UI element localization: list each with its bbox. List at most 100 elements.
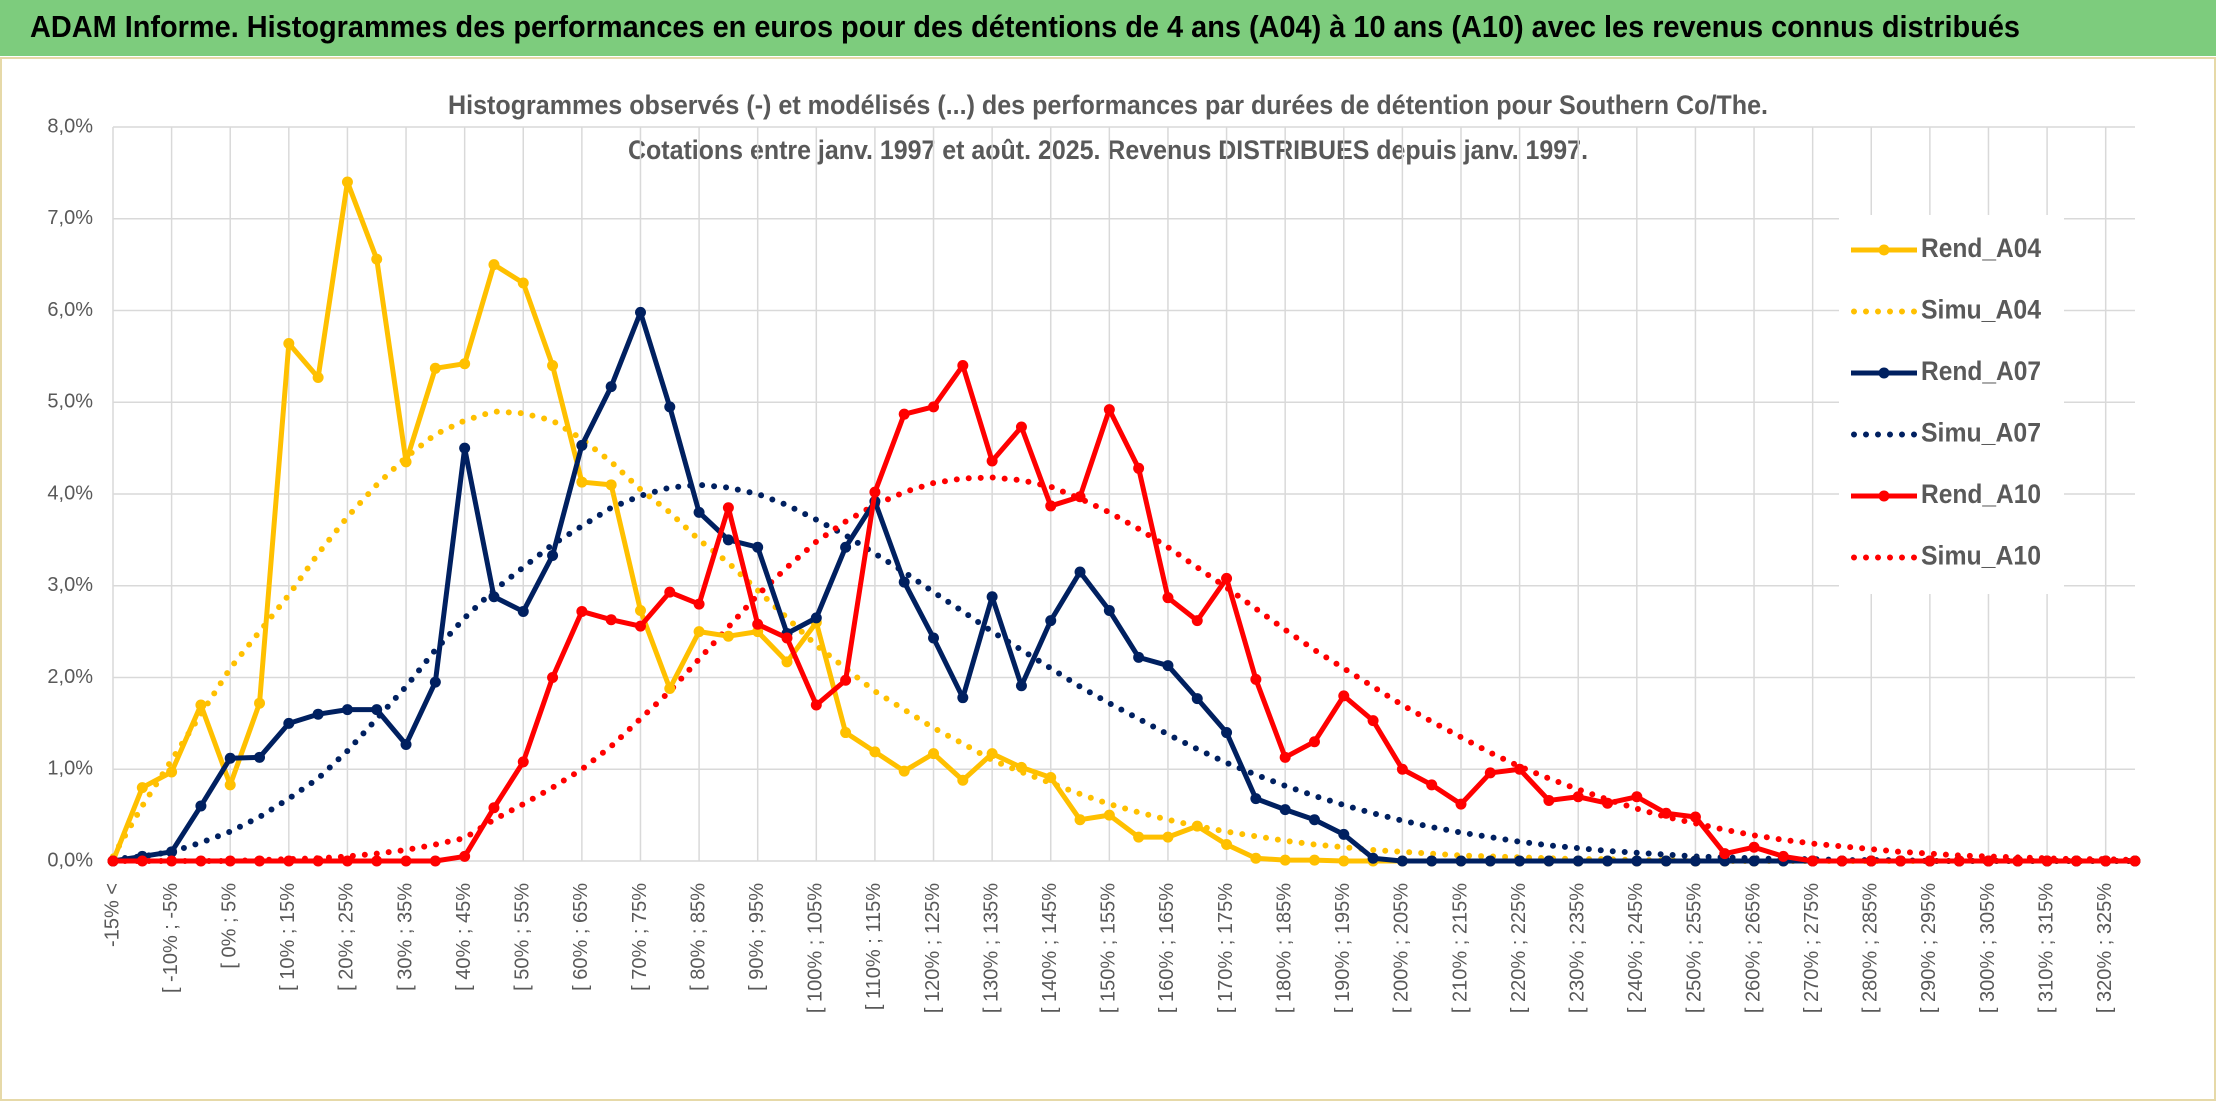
data-point bbox=[928, 401, 940, 413]
data-point bbox=[1045, 772, 1057, 784]
data-point bbox=[1367, 715, 1379, 727]
y-tick-label: 0,0% bbox=[47, 849, 93, 871]
x-tick-label: [ 120% ; 125% bbox=[922, 883, 944, 1013]
data-point bbox=[459, 358, 471, 370]
data-point bbox=[517, 277, 529, 289]
data-point bbox=[898, 576, 910, 588]
data-point bbox=[1191, 693, 1203, 705]
data-point bbox=[1015, 761, 1027, 773]
data-point bbox=[898, 408, 910, 420]
x-tick-label: -15% < bbox=[101, 883, 123, 947]
data-point bbox=[2070, 855, 2082, 867]
data-point bbox=[1221, 572, 1233, 584]
data-point bbox=[1338, 690, 1350, 702]
data-point bbox=[1367, 852, 1379, 864]
data-point bbox=[547, 360, 559, 372]
data-point bbox=[1572, 791, 1584, 803]
data-point bbox=[254, 855, 266, 867]
data-point bbox=[722, 534, 734, 546]
data-point bbox=[840, 727, 852, 739]
data-point bbox=[166, 766, 178, 778]
data-point bbox=[1338, 855, 1350, 867]
data-point bbox=[1631, 855, 1643, 867]
data-point bbox=[195, 800, 207, 812]
x-tick-label: [ -10% ; -5% bbox=[160, 883, 182, 993]
data-point bbox=[459, 850, 471, 862]
data-point bbox=[400, 855, 412, 867]
y-tick-label: 6,0% bbox=[47, 299, 93, 321]
data-point bbox=[1455, 798, 1467, 810]
data-point bbox=[1953, 855, 1965, 867]
data-point bbox=[1455, 855, 1467, 867]
data-point bbox=[312, 371, 324, 383]
data-point bbox=[1045, 500, 1057, 512]
data-point bbox=[576, 476, 588, 488]
x-tick-label: [ 60% ; 65% bbox=[570, 883, 592, 991]
legend-marker bbox=[1878, 490, 1890, 502]
legend-marker bbox=[1878, 244, 1890, 256]
x-tick-label: [ 310% ; 315% bbox=[2035, 883, 2057, 1013]
data-point bbox=[371, 704, 383, 716]
x-tick-label: [ 200% ; 205% bbox=[1391, 883, 1413, 1013]
data-point bbox=[576, 439, 588, 451]
data-point bbox=[224, 752, 236, 764]
data-point bbox=[1015, 680, 1027, 692]
data-point bbox=[1015, 421, 1027, 433]
data-point bbox=[429, 676, 441, 688]
x-tick-label: [ 270% ; 275% bbox=[1801, 883, 1823, 1013]
data-point bbox=[1602, 797, 1614, 809]
data-point bbox=[957, 692, 969, 704]
chart-title: Histogrammes observés (-) et modélisés (… bbox=[448, 90, 1768, 120]
data-point bbox=[517, 605, 529, 617]
x-tick-label: [ 140% ; 145% bbox=[1039, 883, 1061, 1013]
data-point bbox=[869, 486, 881, 498]
data-point bbox=[166, 846, 178, 858]
data-point bbox=[341, 855, 353, 867]
data-point bbox=[224, 855, 236, 867]
data-point bbox=[1162, 831, 1174, 843]
data-point bbox=[1250, 793, 1262, 805]
x-tick-label: [ 20% ; 25% bbox=[336, 883, 358, 991]
data-point bbox=[1689, 811, 1701, 823]
data-point bbox=[664, 586, 676, 598]
data-point bbox=[1660, 855, 1672, 867]
series-line bbox=[110, 408, 2138, 864]
data-point bbox=[693, 598, 705, 610]
data-point bbox=[1250, 673, 1262, 685]
legend-label: Rend_A10 bbox=[1921, 479, 2041, 509]
data-point bbox=[459, 442, 471, 454]
x-tick-label: [ 180% ; 185% bbox=[1273, 883, 1295, 1013]
data-point bbox=[312, 855, 324, 867]
series-line bbox=[110, 481, 2138, 864]
x-tick-label: [ 160% ; 165% bbox=[1156, 883, 1178, 1013]
data-point bbox=[1162, 660, 1174, 672]
data-point bbox=[2100, 855, 2112, 867]
y-tick-label: 7,0% bbox=[47, 207, 93, 229]
data-point bbox=[341, 176, 353, 188]
data-point bbox=[1338, 828, 1350, 840]
data-point bbox=[429, 855, 441, 867]
data-point bbox=[1543, 855, 1555, 867]
data-point bbox=[752, 618, 764, 630]
data-point bbox=[664, 683, 676, 695]
x-tick-label: [ 240% ; 245% bbox=[1625, 883, 1647, 1013]
legend-box bbox=[1839, 215, 2064, 594]
data-point bbox=[1426, 779, 1438, 791]
data-point bbox=[722, 502, 734, 514]
legend: Rend_A04 Simu_A04 Rend_A07 Simu_A07 Rend_A10… bbox=[1839, 215, 2064, 594]
y-tick-label: 5,0% bbox=[47, 391, 93, 413]
data-point bbox=[1484, 855, 1496, 867]
data-point bbox=[957, 360, 969, 372]
data-point bbox=[781, 656, 793, 668]
data-point bbox=[1250, 852, 1262, 864]
data-point bbox=[986, 748, 998, 760]
data-point bbox=[1103, 404, 1115, 416]
data-point bbox=[400, 456, 412, 468]
data-point bbox=[254, 751, 266, 763]
grid: -15% < [ -10% ; -5% [ 0% ; 5% [ 10% ; 15% [ … bbox=[47, 115, 2135, 1013]
data-point bbox=[547, 672, 559, 683]
data-point bbox=[634, 605, 646, 617]
x-tick-label: [ 90% ; 95% bbox=[746, 883, 768, 991]
x-tick-label: [ 150% ; 155% bbox=[1098, 883, 1120, 1013]
